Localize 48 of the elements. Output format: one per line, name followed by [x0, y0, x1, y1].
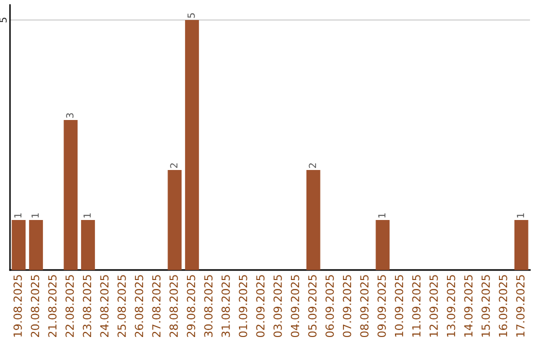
x-tick-label: 01.09.2025 — [238, 275, 248, 338]
x-tick-label: 06.09.2025 — [325, 275, 334, 338]
x-tick-label: 30.08.2025 — [204, 275, 213, 337]
bar — [168, 170, 182, 270]
x-tick-label: 10.09.2025 — [394, 275, 404, 337]
bar — [64, 120, 78, 270]
data-label: 1 — [516, 213, 524, 218]
data-label: 5 — [188, 13, 195, 18]
bar — [81, 220, 95, 270]
x-tick-label: 05.09.2025 — [308, 275, 317, 338]
bar — [12, 220, 26, 270]
x-tick-label: 29.08.2025 — [186, 275, 196, 337]
x-tick-label: 09.09.2025 — [377, 275, 386, 338]
x-tick-label: 07.09.2025 — [342, 275, 352, 338]
x-tick-label: 13.09.2025 — [446, 275, 456, 337]
data-label: 1 — [14, 213, 22, 218]
x-tick-label: 15.09.2025 — [481, 275, 490, 337]
data-label: 1 — [84, 213, 91, 218]
bar — [376, 220, 390, 270]
x-tick-label: 12.09.2025 — [429, 275, 438, 337]
x-tick-label: 04.09.2025 — [290, 275, 300, 338]
data-label: 2 — [170, 163, 178, 168]
x-tick-label: 17.09.2025 — [516, 275, 525, 337]
x-tick-label: 16.09.2025 — [498, 275, 508, 337]
bar — [306, 170, 320, 270]
x-tick-label: 31.08.2025 — [221, 275, 230, 337]
x-tick-label: 08.09.2025 — [360, 275, 369, 338]
data-label: 1 — [378, 213, 386, 218]
data-label: 1 — [32, 213, 39, 218]
x-tick-label: 20.08.2025 — [30, 275, 40, 337]
bar — [185, 20, 199, 270]
x-tick-label: 14.09.2025 — [464, 275, 473, 337]
x-tick-label: 28.08.2025 — [169, 275, 178, 337]
x-tick-label: 26.08.2025 — [134, 275, 144, 337]
x-tick-label: 11.09.2025 — [412, 275, 421, 337]
data-label: 2 — [308, 163, 316, 168]
x-tick-label: 21.08.2025 — [48, 275, 57, 337]
x-tick-label: 02.09.2025 — [256, 275, 265, 338]
x-tick-label: 25.08.2025 — [117, 275, 126, 337]
x-tick-label: 27.08.2025 — [152, 275, 161, 337]
bar — [29, 220, 43, 270]
x-tick-label: 24.08.2025 — [100, 275, 109, 337]
data-label: 3 — [66, 113, 74, 118]
x-tick-label: 23.08.2025 — [82, 275, 92, 337]
bar — [514, 220, 528, 270]
x-tick-label: 03.09.2025 — [273, 275, 282, 338]
x-tick-label: 19.08.2025 — [13, 275, 22, 337]
x-tick-label: 22.08.2025 — [65, 275, 74, 337]
